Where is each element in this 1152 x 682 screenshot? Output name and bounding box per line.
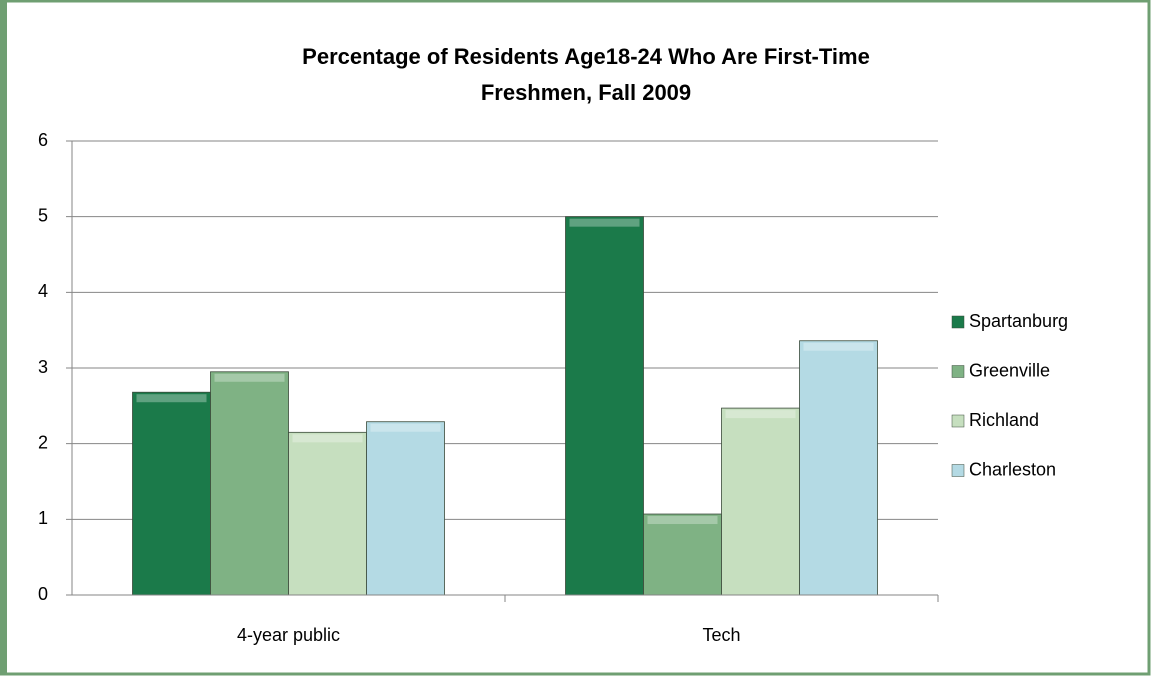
- y-tick-label: 4: [38, 281, 48, 301]
- y-tick-label: 0: [38, 584, 48, 604]
- bar: [288, 431, 367, 596]
- bar-bevel: [292, 434, 363, 443]
- bar-bevel: [569, 218, 640, 227]
- legend-swatch: [951, 464, 965, 477]
- bar: [132, 391, 211, 596]
- y-tick-label: 1: [38, 508, 48, 528]
- x-tick-label: 4-year public: [237, 625, 340, 645]
- bar-bevel: [803, 342, 874, 351]
- bar: [366, 421, 445, 596]
- y-tick-label: 6: [38, 130, 48, 150]
- chart-title: Percentage of Residents Age18-24 Who Are…: [302, 44, 870, 105]
- bar: [565, 216, 644, 596]
- frame-edge: [1, 1, 7, 674]
- legend-swatch: [951, 414, 965, 428]
- bar-bevel: [725, 410, 796, 419]
- legend-label: Richland: [969, 410, 1039, 430]
- y-tick-label: 3: [38, 357, 48, 377]
- x-tick-label: Tech: [702, 625, 740, 645]
- bar-bevel: [647, 516, 718, 525]
- bar-bevel: [214, 373, 285, 382]
- legend-label: Charleston: [969, 459, 1056, 479]
- bar: [799, 340, 878, 596]
- y-tick-label: 5: [38, 205, 48, 225]
- legend-label: Greenville: [969, 360, 1050, 380]
- legend-swatch: [951, 365, 965, 378]
- bar-bevel: [370, 423, 441, 432]
- legend-swatch: [951, 315, 965, 329]
- bar: [721, 407, 800, 596]
- y-tick-label: 2: [38, 432, 48, 452]
- legend-label: Spartanburg: [969, 311, 1068, 331]
- bar: [643, 513, 722, 596]
- bar-bevel: [136, 394, 207, 403]
- bar: [210, 371, 289, 596]
